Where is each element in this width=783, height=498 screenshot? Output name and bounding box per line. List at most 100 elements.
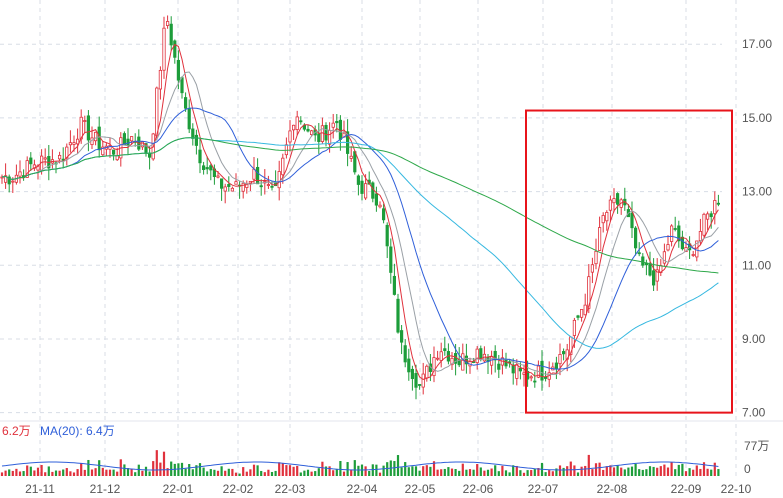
- volume-bar: [648, 466, 652, 476]
- volume-bar: [98, 460, 101, 476]
- candle-body: [655, 269, 659, 282]
- volume-bar: [652, 466, 655, 476]
- candle-body: [590, 264, 595, 273]
- volume-bar: [69, 471, 72, 476]
- candle-body: [194, 134, 198, 146]
- volume-bar: [332, 470, 335, 476]
- volume-bar: [324, 466, 328, 476]
- candle-body: [94, 131, 98, 142]
- candle-body: [360, 180, 364, 194]
- volume-bar: [263, 472, 266, 476]
- ma20-line: [1, 107, 719, 370]
- price-tick-label: 13.00: [742, 185, 772, 199]
- volume-bar: [15, 468, 18, 476]
- candle-body: [173, 40, 177, 58]
- candle-body: [716, 202, 721, 205]
- volume-bar: [260, 470, 263, 476]
- volume-bar: [494, 465, 497, 476]
- candle-body: [443, 348, 447, 351]
- volume-bar: [713, 462, 716, 476]
- volume-bar: [630, 466, 634, 476]
- volume-bar: [458, 470, 461, 476]
- candle-body: [562, 351, 566, 355]
- volume-bar: [249, 469, 252, 476]
- volume-bar: [566, 466, 569, 476]
- volume-bar: [663, 464, 666, 476]
- candle-body: [309, 130, 314, 135]
- candle-body: [288, 130, 292, 143]
- volume-bar: [130, 468, 133, 476]
- candle-body: [83, 120, 87, 122]
- volume-bar: [296, 465, 299, 476]
- volume-bar: [602, 469, 605, 476]
- candle-body: [255, 166, 260, 185]
- volume-bar: [591, 469, 594, 476]
- volume-bar: [368, 471, 371, 476]
- volume-bar: [616, 465, 619, 476]
- candle-body: [540, 360, 544, 381]
- volume-bar: [281, 463, 284, 476]
- candle-body: [291, 124, 296, 131]
- volume-bar: [220, 466, 223, 476]
- volume-bar: [548, 470, 551, 476]
- volume-bar: [562, 467, 565, 476]
- volume-bar: [537, 468, 540, 476]
- volume-bar: [468, 469, 472, 476]
- candle-body: [601, 215, 605, 224]
- candle-body: [7, 176, 11, 185]
- volume-bar: [476, 464, 479, 476]
- volume-bar: [598, 462, 601, 476]
- candle-body: [216, 175, 220, 178]
- volume-bar: [396, 455, 400, 476]
- volume-bar: [375, 464, 378, 476]
- candle-body: [126, 138, 130, 146]
- candle-body: [489, 356, 494, 366]
- volume-bar: [407, 467, 410, 476]
- volume-bar: [512, 465, 515, 476]
- candle-body: [608, 199, 613, 211]
- candle-body: [652, 270, 656, 286]
- moving-average-lines: [1, 43, 719, 380]
- volume-bar: [288, 465, 292, 476]
- volume-bar: [62, 469, 65, 476]
- volume-bar: [404, 462, 407, 476]
- volume-bar: [83, 469, 86, 476]
- volume-bar: [472, 469, 475, 476]
- volume-bar: [414, 466, 418, 476]
- highlight-box-layer: [525, 109, 733, 414]
- candle-body: [112, 149, 116, 155]
- volume-bar: [580, 466, 583, 476]
- volume-bar: [11, 470, 14, 476]
- volume-legend: 6.2万 MA(20): 6.4万: [2, 424, 115, 438]
- volume-bar: [573, 465, 576, 476]
- volume-bar: [166, 468, 169, 476]
- candle-body: [349, 155, 353, 159]
- volume-bar: [684, 471, 688, 476]
- date-axis: 21-11 21-12 22-01 22-02 22-03 22-04 22-05 22-06…: [25, 482, 752, 496]
- candle-body: [281, 157, 285, 176]
- volume-bar: [695, 465, 698, 476]
- candle-body: [612, 198, 616, 204]
- volume-tick-top: 77万: [744, 439, 769, 453]
- volume-bar: [533, 469, 536, 476]
- candle-body: [396, 298, 400, 333]
- candle-body: [176, 59, 180, 81]
- volume-bars: [0, 450, 720, 476]
- candle-body: [122, 133, 126, 145]
- candle-body: [356, 175, 361, 185]
- volume-bar: [681, 463, 684, 476]
- candle-body: [392, 275, 397, 295]
- volume-bar: [411, 466, 414, 476]
- candle-body: [572, 319, 577, 336]
- candle-body: [317, 133, 321, 142]
- candle-body: [695, 240, 699, 258]
- volume-bar: [112, 469, 115, 476]
- candle-body: [598, 227, 602, 251]
- candle-body: [371, 182, 375, 199]
- date-tick-label: 22-09: [671, 482, 702, 496]
- volume-legend-ma20: MA(20): 6.4万: [40, 424, 115, 438]
- candle-body: [580, 309, 584, 318]
- volume-bar: [155, 450, 158, 476]
- volume-bar: [256, 465, 259, 476]
- volume-bar: [137, 464, 140, 476]
